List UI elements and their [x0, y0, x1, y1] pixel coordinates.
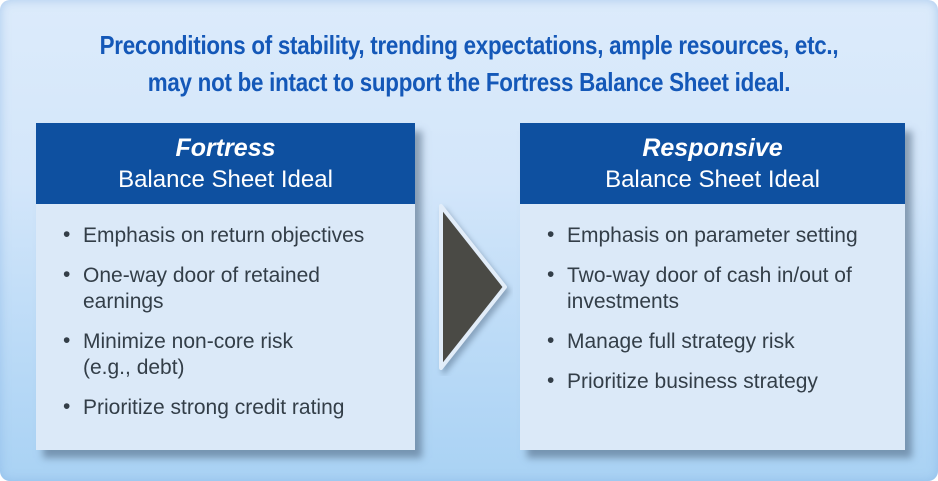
responsive-box-subtitle: Balance Sheet Ideal — [605, 166, 820, 193]
responsive-box-header: Responsive Balance Sheet Ideal — [520, 123, 905, 204]
bullet-text: Minimize non-core risk (e.g., debt) — [83, 330, 294, 379]
responsive-box-body: Emphasis on parameter setting Two-way do… — [520, 204, 905, 395]
responsive-bullet-list: Emphasis on parameter setting Two-way do… — [540, 222, 891, 395]
slide-title-line-1: Preconditions of stability, trending exp… — [99, 30, 839, 60]
fortress-box: Fortress Balance Sheet Ideal Emphasis on… — [36, 123, 415, 450]
bullet-text: Manage full strategy risk — [567, 330, 795, 353]
bullet-text: Emphasis on return objectives — [83, 224, 365, 247]
fortress-box-body: Emphasis on return objectives One-way do… — [36, 204, 415, 421]
bullet-text: Emphasis on parameter setting — [567, 224, 858, 247]
list-item: Emphasis on return objectives — [56, 222, 401, 249]
list-item: One-way door of retained earnings — [56, 262, 401, 315]
slide-title-line-2: may not be intact to support the Fortres… — [147, 67, 791, 97]
fortress-box-header: Fortress Balance Sheet Ideal — [36, 123, 415, 204]
bullet-text: Prioritize strong credit rating — [83, 396, 345, 419]
fortress-bullet-list: Emphasis on return objectives One-way do… — [56, 222, 401, 421]
fortress-box-subtitle: Balance Sheet Ideal — [118, 166, 333, 193]
list-item: Prioritize business strategy — [540, 368, 891, 395]
list-item: Minimize non-core risk (e.g., debt) — [56, 328, 401, 381]
bullet-text: Prioritize business strategy — [567, 370, 818, 393]
responsive-box: Responsive Balance Sheet Ideal Emphasis … — [520, 123, 905, 450]
fortress-box-title: Fortress — [175, 134, 276, 162]
transition-arrow — [433, 198, 513, 376]
list-item: Manage full strategy risk — [540, 328, 891, 355]
responsive-box-title: Responsive — [642, 134, 783, 162]
list-item: Emphasis on parameter setting — [540, 222, 891, 249]
slide-title: Preconditions of stability, trending exp… — [0, 27, 938, 101]
bullet-text: Two-way door of cash in/out of investmen… — [567, 264, 852, 313]
list-item: Two-way door of cash in/out of investmen… — [540, 262, 891, 315]
list-item: Prioritize strong credit rating — [56, 394, 401, 421]
bullet-text: One-way door of retained earnings — [83, 264, 320, 313]
right-arrow-icon — [439, 204, 507, 370]
